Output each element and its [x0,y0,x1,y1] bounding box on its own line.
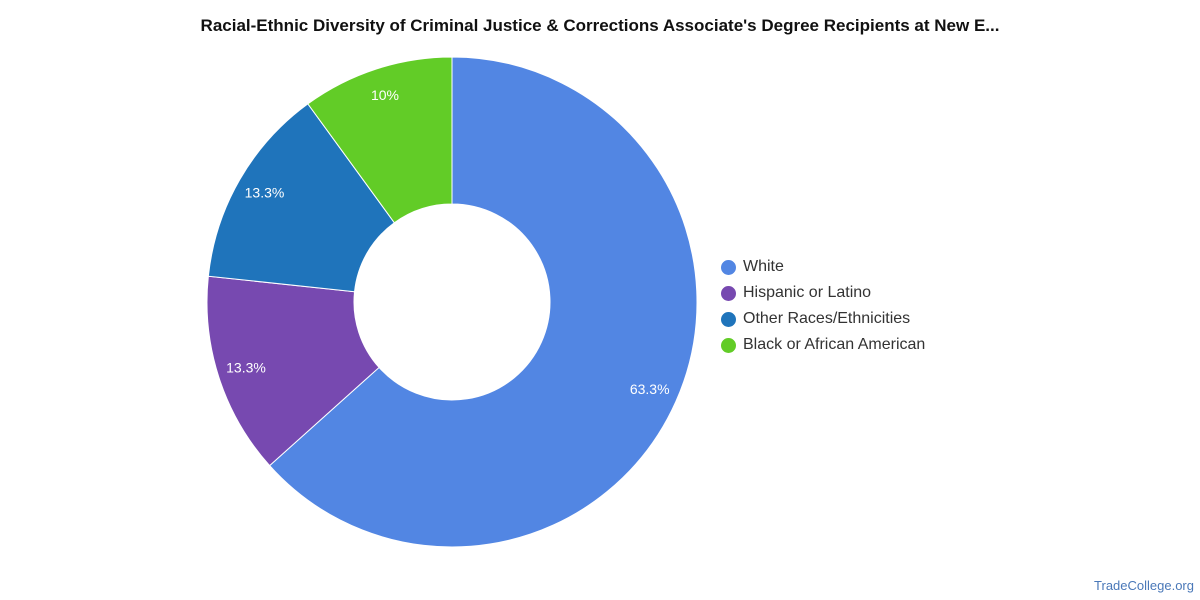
legend-item-black-or-african-american[interactable]: Black or African American [721,332,925,358]
legend-swatch-other-races [721,311,736,327]
donut-slice-white[interactable] [268,56,698,548]
donut-slice-hispanic-or-latino[interactable] [206,275,380,467]
legend-item-hispanic-or-latino[interactable]: Hispanic or Latino [721,280,925,306]
slice-label-other-races-ethnicities: 13.3% [245,184,285,200]
legend-item-white[interactable]: White [721,254,925,280]
slice-label-hispanic-or-latino: 13.3% [226,359,266,375]
donut-slice-other-races-ethnicities[interactable] [207,103,396,293]
legend-label-other-races: Other Races/Ethnicities [743,310,911,327]
legend-label-hispanic-or-latino: Hispanic or Latino [743,284,872,301]
legend-swatch-hispanic-or-latino [721,285,736,301]
slice-label-white: 63.3% [630,381,670,397]
legend-swatch-white [721,259,736,275]
legend-label-black-or-african-american: Black or African American [743,336,926,353]
legend-label-white: White [743,258,784,275]
slice-label-black-or-african-american: 10% [371,87,399,103]
donut-slice-black-or-african-american[interactable] [307,56,453,224]
chart-title: Racial-Ethnic Diversity of Criminal Just… [200,16,1000,35]
chart-legend: White Hispanic or Latino Other Races/Eth… [721,254,925,358]
watermark-link[interactable]: TradeCollege.org [1094,578,1194,593]
legend-item-other-races[interactable]: Other Races/Ethnicities [721,306,925,332]
legend-swatch-black-or-african-american [721,337,736,353]
